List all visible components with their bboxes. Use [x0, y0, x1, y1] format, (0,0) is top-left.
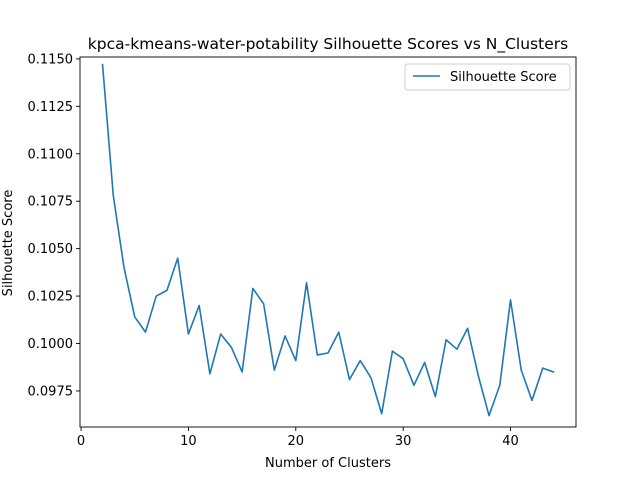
chart-title: kpca-kmeans-water-potability Silhouette …: [88, 35, 568, 54]
plot-area: [79, 56, 577, 428]
y-tick-label: 0.1050: [28, 242, 74, 257]
legend-box: [404, 63, 571, 91]
y-tick-label: 0.1000: [28, 337, 74, 352]
x-tick-label: 10: [180, 434, 197, 449]
y-tick-label: 0.1125: [28, 100, 74, 115]
legend-label: Silhouette Score: [450, 70, 557, 85]
legend: Silhouette Score: [404, 63, 571, 91]
x-tick-label: 30: [395, 434, 412, 449]
x-tick-label: 0: [77, 434, 85, 449]
y-tick-label: 0.1075: [28, 195, 74, 210]
series-line-silhouette-score: [101, 63, 555, 417]
plot-frame: [79, 56, 577, 428]
y-axis: 0.0975 0.1000 0.1025 0.1050 0.1075 0.1100 0.11…: [28, 52, 80, 399]
y-tick-label: 0.1100: [28, 147, 74, 162]
x-axis-label: Number of Clusters: [265, 456, 391, 471]
y-tick-label: 0.1150: [28, 52, 74, 67]
y-axis-label: Silhouette Score: [1, 190, 16, 297]
y-tick-label: 0.0975: [28, 384, 74, 399]
x-axis: 0 10 20 30 40: [77, 427, 519, 449]
x-tick-label: 40: [502, 434, 519, 449]
y-tick-label: 0.1025: [28, 290, 74, 305]
x-tick-label: 20: [288, 434, 305, 449]
